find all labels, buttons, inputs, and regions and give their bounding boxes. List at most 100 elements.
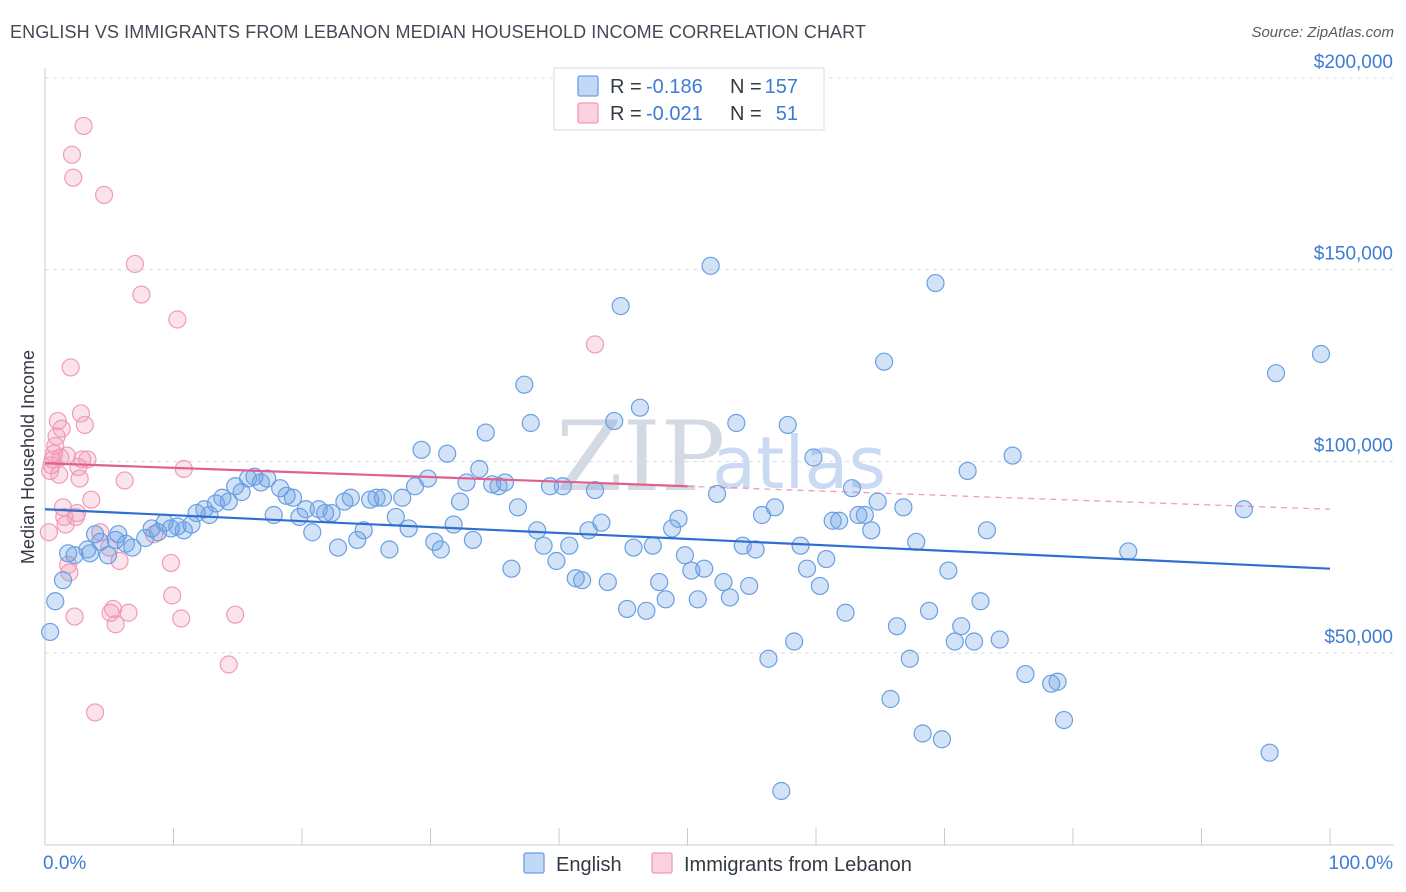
legend-r-label-lebanon: R = (610, 103, 642, 125)
english-point (656, 590, 675, 609)
english-point (418, 469, 438, 488)
english-point (566, 569, 585, 588)
english-point (669, 509, 688, 528)
english-point (258, 469, 277, 488)
english-point (367, 488, 386, 507)
lebanon-point (110, 551, 129, 571)
english-point (772, 781, 791, 801)
english-point (444, 515, 463, 534)
legend-n-value-lebanon: 51 (776, 103, 798, 125)
lebanon-trend-line (44, 462, 688, 488)
english-point (109, 525, 128, 544)
english-point (303, 523, 322, 542)
english-point (123, 538, 142, 557)
english-point (881, 689, 900, 709)
english-point (810, 576, 829, 596)
english-point (791, 536, 810, 555)
english-point (624, 538, 643, 557)
english-point (650, 572, 669, 592)
lebanon-point (62, 145, 82, 164)
legend-n-label-english: N = (730, 76, 762, 98)
english-point (1003, 446, 1022, 465)
english-point (476, 423, 495, 442)
english-point (990, 630, 1009, 649)
english-point (450, 492, 470, 511)
english-points (41, 256, 1331, 801)
english-point (515, 375, 534, 394)
english-point (373, 488, 393, 507)
english-point (470, 459, 489, 479)
english-point (80, 544, 100, 563)
lebanon-point (163, 586, 182, 605)
watermark: ZIP atlas (556, 401, 886, 513)
english-point (759, 649, 778, 668)
english-point (939, 561, 958, 580)
lebanon-point (168, 310, 187, 329)
english-point (688, 590, 707, 609)
english-point (457, 473, 476, 492)
english-point (830, 511, 849, 530)
english-point (875, 352, 894, 371)
lebanon-point (585, 335, 605, 354)
legend-n-value-english: 157 (765, 76, 798, 98)
english-point (740, 576, 759, 596)
y-tick-label: $200,000 (1314, 52, 1393, 73)
english-point (804, 448, 823, 467)
english-point (817, 549, 836, 569)
english-point (707, 484, 727, 504)
lebanon-point (86, 703, 105, 722)
lebanon-point (71, 404, 91, 423)
english-point (695, 559, 714, 578)
english-point (887, 617, 907, 636)
lebanon-point (75, 415, 94, 435)
y-tick-label: $100,000 (1314, 435, 1393, 456)
lebanon-point (61, 358, 80, 377)
english-point (59, 544, 78, 563)
english-point (547, 551, 566, 571)
lebanon-point (219, 655, 238, 674)
lebanon-point (65, 607, 84, 626)
english-point (849, 505, 868, 525)
legend-n-label-lebanon: N = (730, 103, 762, 125)
english-point (836, 603, 855, 622)
english-point (592, 513, 611, 532)
lebanon-points (39, 116, 605, 722)
lebanon-point (119, 603, 138, 622)
english-point (605, 411, 624, 431)
english-point (630, 398, 650, 417)
english-point (560, 536, 579, 555)
bottom-legend-swatch-english (523, 852, 545, 874)
english-point (618, 599, 637, 619)
legend-r-value-lebanon: -0.021 (646, 103, 703, 125)
english-point (354, 521, 373, 540)
lebanon-point (51, 448, 70, 467)
english-point (1119, 542, 1138, 561)
english-point (380, 540, 399, 559)
english-point (463, 530, 483, 550)
english-point (894, 498, 913, 517)
english-point (200, 505, 219, 525)
english-point (746, 540, 765, 559)
english-point (977, 521, 997, 540)
trend-lines (44, 462, 1331, 570)
english-point (842, 479, 862, 498)
chart-title: ENGLISH VS IMMIGRANTS FROM LEBANON MEDIA… (10, 22, 867, 42)
lebanon-point (68, 503, 87, 523)
english-point (720, 588, 740, 607)
english-point (714, 572, 733, 592)
english-point (868, 492, 887, 511)
bottom-legend-swatch-lebanon (651, 852, 673, 874)
english-point (907, 532, 926, 551)
legend-r-value-english: -0.186 (646, 76, 703, 98)
english-point (919, 601, 939, 620)
chart-source: Source: ZipAtlas.com (1251, 24, 1394, 41)
english-trend-line (44, 508, 1331, 570)
lebanon-point (104, 599, 123, 619)
bottom-legend-label-english: English (556, 854, 622, 876)
english-point (1048, 672, 1067, 691)
english-point (46, 592, 65, 611)
english-point (675, 546, 695, 565)
lebanon-point (132, 285, 151, 304)
english-point (611, 296, 630, 316)
